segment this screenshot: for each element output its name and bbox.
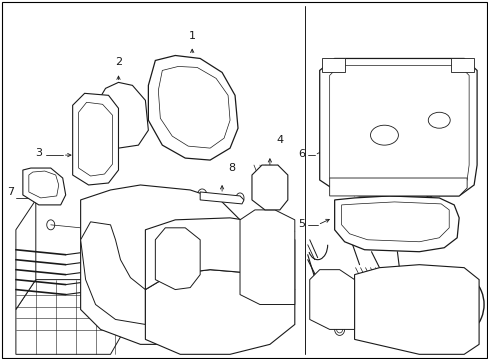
Polygon shape bbox=[79, 102, 112, 176]
Polygon shape bbox=[155, 228, 200, 289]
Text: 1: 1 bbox=[188, 31, 195, 41]
Polygon shape bbox=[16, 200, 36, 310]
Polygon shape bbox=[240, 210, 294, 305]
Polygon shape bbox=[16, 280, 130, 354]
Polygon shape bbox=[334, 196, 458, 252]
Polygon shape bbox=[309, 270, 354, 329]
Polygon shape bbox=[158, 67, 229, 148]
Polygon shape bbox=[329, 178, 466, 196]
Polygon shape bbox=[73, 93, 118, 185]
Polygon shape bbox=[148, 55, 238, 160]
Polygon shape bbox=[251, 165, 287, 210]
Polygon shape bbox=[450, 58, 473, 72]
Polygon shape bbox=[319, 58, 476, 196]
Polygon shape bbox=[23, 168, 65, 205]
Polygon shape bbox=[81, 185, 240, 345]
Polygon shape bbox=[329, 66, 468, 190]
Text: 8: 8 bbox=[228, 163, 235, 173]
Ellipse shape bbox=[427, 112, 449, 128]
Polygon shape bbox=[354, 265, 478, 354]
Text: 2: 2 bbox=[115, 58, 122, 67]
Polygon shape bbox=[95, 82, 148, 148]
Text: 3: 3 bbox=[35, 148, 42, 158]
Polygon shape bbox=[145, 218, 294, 289]
Text: 6: 6 bbox=[298, 149, 305, 159]
Polygon shape bbox=[341, 202, 448, 242]
Ellipse shape bbox=[370, 125, 398, 145]
Polygon shape bbox=[29, 171, 59, 198]
Polygon shape bbox=[81, 222, 145, 324]
Polygon shape bbox=[145, 270, 294, 354]
Text: 7: 7 bbox=[7, 187, 15, 197]
Text: 4: 4 bbox=[276, 135, 283, 145]
Text: 5: 5 bbox=[298, 219, 305, 229]
Polygon shape bbox=[200, 192, 244, 204]
Polygon shape bbox=[321, 58, 344, 72]
